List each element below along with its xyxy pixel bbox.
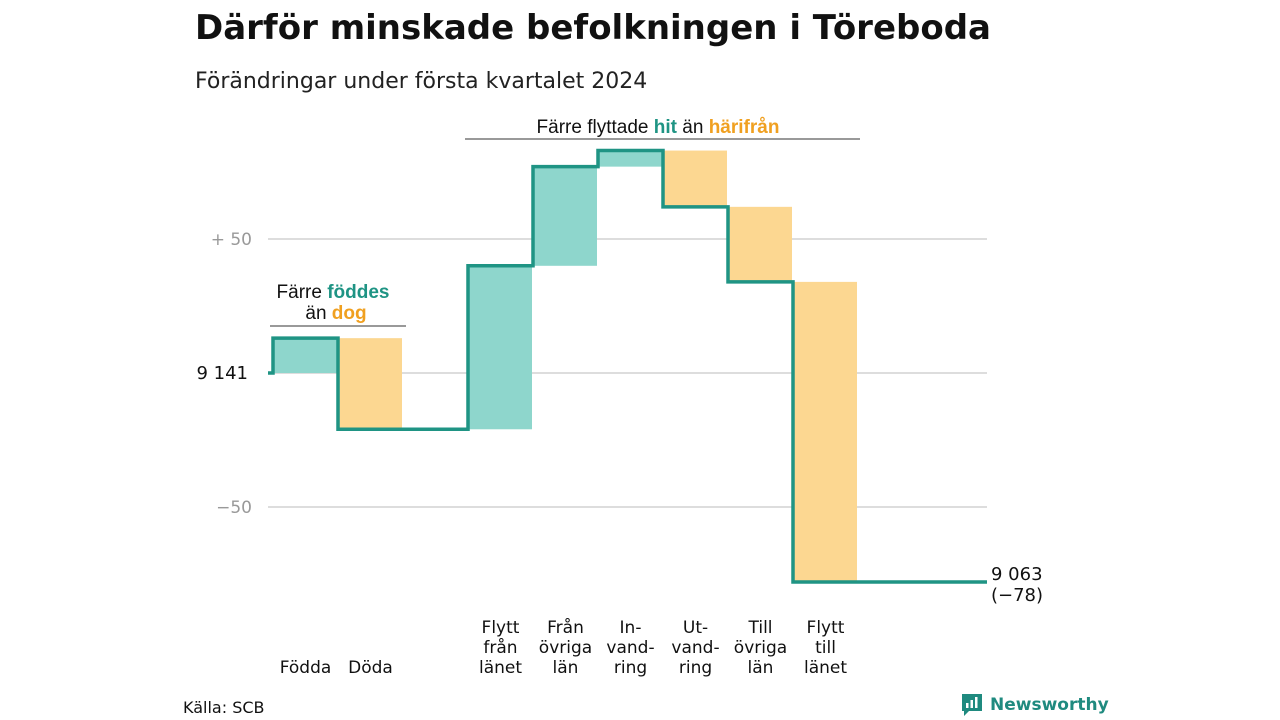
annotation-births-deaths-line2: än dog [305, 303, 366, 324]
category-label: länet [479, 658, 522, 678]
category-label: övriga [539, 638, 592, 658]
category-label: Födda [280, 658, 332, 678]
category-label: länet [804, 658, 847, 678]
category-label: vand- [671, 638, 719, 658]
category-label: Ut- [683, 618, 708, 638]
category-label: län [553, 658, 579, 678]
bars [273, 150, 857, 583]
bar-från-övriga-län [533, 166, 597, 266]
bar-flytt-från-länet [468, 265, 532, 430]
annotation-births-deaths-line1: Färre föddes [277, 282, 390, 303]
end-value-label: 9 063 [991, 564, 1043, 585]
highlight-harifran: härifrån [709, 117, 780, 138]
brand-name: Newsworthy [990, 695, 1109, 715]
category-label: från [483, 637, 517, 658]
annotation-moves: Färre flyttade hit än härifrån [537, 117, 780, 138]
category-label: vand- [606, 638, 654, 658]
category-label: ring [679, 658, 712, 678]
category-label: övriga [734, 638, 787, 658]
category-label: Från [547, 617, 584, 638]
cumulative-step-line [268, 148, 987, 584]
category-label: Flytt [482, 618, 520, 638]
brand-logo: Newsworthy [960, 692, 1109, 718]
bar-födda [273, 338, 337, 373]
highlight-fodde: föddes [327, 282, 389, 303]
newsworthy-logo-icon [962, 694, 982, 716]
y-tick-label: + 50 [211, 230, 252, 250]
bar-ut--vand--ring [663, 150, 727, 207]
category-label: ring [614, 658, 647, 678]
y-tick-label: −50 [216, 498, 252, 518]
annotations: Färre föddes än dog Färre flyttade hit ä… [270, 117, 860, 327]
category-label: Flytt [807, 618, 845, 638]
category-label: Till [747, 618, 772, 638]
category-label: In- [620, 618, 642, 638]
category-label: till [815, 638, 836, 658]
bar-flytt-till-länet [793, 281, 857, 583]
highlight-hit: hit [654, 117, 678, 138]
step-line [268, 148, 987, 584]
highlight-dog: dog [332, 303, 367, 324]
chart-title: Därför minskade befolkningen i Töreboda [195, 8, 991, 48]
start-value-label: 9 141 [196, 363, 248, 384]
net-change-label: (−78) [991, 585, 1043, 606]
category-label: län [748, 658, 774, 678]
chart-subtitle: Förändringar under första kvartalet 2024 [195, 69, 648, 94]
category-label: Döda [348, 658, 393, 678]
source-note: Källa: SCB [183, 698, 265, 717]
bar-till-övriga-län [728, 206, 792, 282]
bar-döda [338, 338, 402, 430]
bar-in--vand--ring [598, 150, 662, 167]
